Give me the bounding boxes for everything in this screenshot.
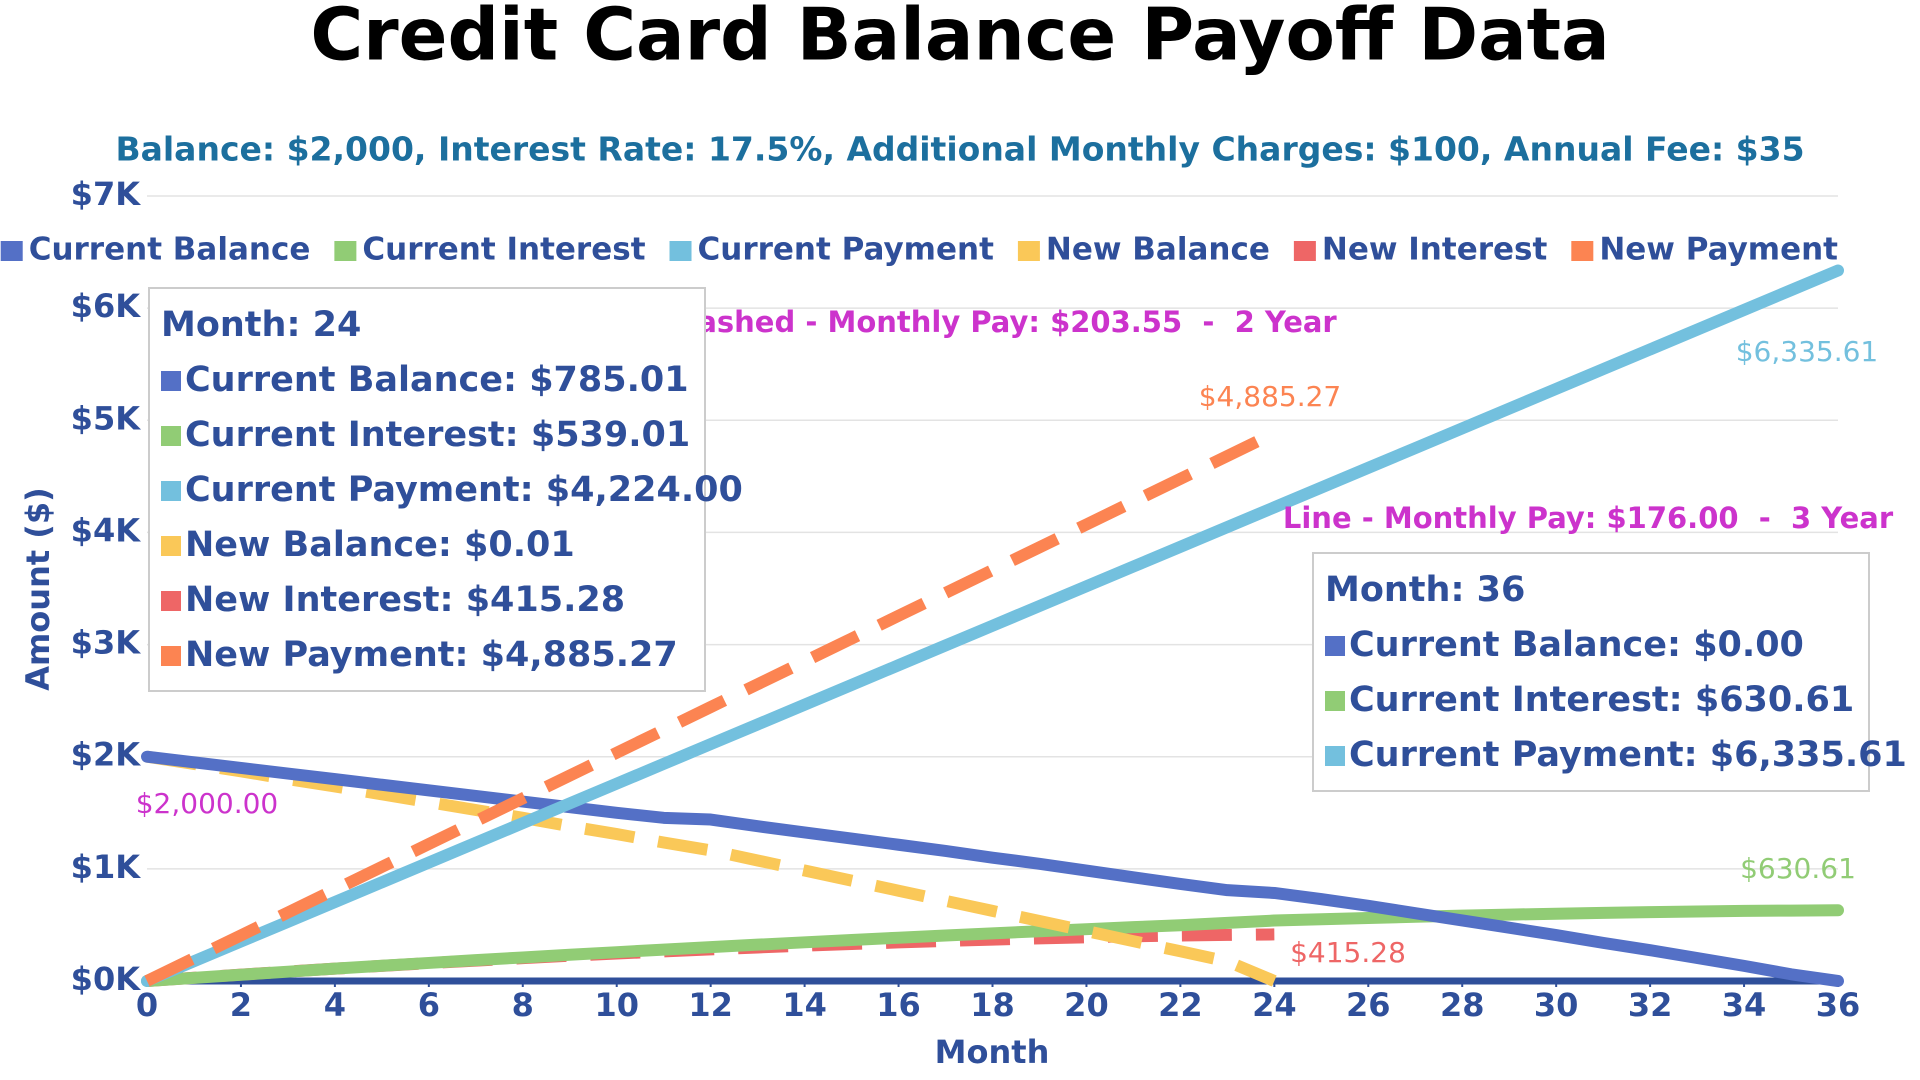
x-tick-label: 8: [512, 986, 534, 1024]
y-tick-label: $6K: [71, 287, 142, 325]
y-tick-label: $4K: [71, 511, 142, 549]
legend-swatch: [0, 241, 23, 261]
x-tick-label: 26: [1346, 986, 1391, 1024]
legend: Current Balance Current Interest Current P…: [0, 232, 1838, 268]
annotation: $415.28: [1290, 936, 1406, 969]
x-tick-label: 6: [418, 986, 440, 1024]
x-tick-label: 32: [1628, 986, 1673, 1024]
annotation: $4,885.27: [1199, 380, 1342, 413]
legend-label: Current Balance: [29, 232, 311, 268]
legend-label: New Interest: [1322, 232, 1548, 268]
tooltip-swatch: [1325, 636, 1345, 656]
x-tick-label: 34: [1722, 986, 1767, 1024]
annotation: Dashed - Monthly Pay: $203.55 - 2 Year: [673, 305, 1337, 339]
chart-subtitle: Balance: $2,000, Interest Rate: 17.5%, A…: [115, 130, 1804, 169]
x-tick-label: 10: [594, 986, 639, 1024]
legend-label: New Payment: [1599, 232, 1838, 268]
series-line: [144, 427, 1277, 987]
x-tick-label: 18: [970, 986, 1015, 1024]
y-tick-label: $5K: [71, 399, 142, 437]
legend-label: Current Interest: [362, 232, 645, 268]
tooltip-swatch: [161, 426, 181, 446]
series-line: [141, 904, 1844, 987]
x-tick-label: 12: [688, 986, 733, 1024]
tooltip-item: Current Balance: $0.00: [1349, 625, 1804, 665]
legend-swatch: [1571, 241, 1594, 261]
tooltip-title: Month: 36: [1325, 570, 1525, 610]
x-tick-label: 16: [876, 986, 921, 1024]
annotation: $6,335.61: [1736, 335, 1879, 368]
tooltip-box: [148, 287, 706, 692]
x-tick-label: 0: [136, 986, 158, 1024]
legend-swatch: [334, 241, 357, 261]
series-line: [141, 750, 1844, 987]
tooltip-swatch: [161, 481, 181, 501]
y-tick-label: $7K: [71, 175, 142, 213]
tooltip-box: [1312, 552, 1870, 792]
legend-label: Current Payment: [698, 232, 995, 268]
x-tick-label: 14: [782, 986, 827, 1024]
tooltip-item: Current Payment: $4,224.00: [185, 470, 743, 510]
y-tick-label: $3K: [71, 624, 142, 662]
tooltip-item: Current Balance: $785.01: [185, 360, 689, 400]
tooltip-item: Current Interest: $630.61: [1349, 680, 1854, 720]
tooltip-swatch: [1325, 691, 1345, 711]
x-tick-label: 20: [1064, 986, 1109, 1024]
legend-label: New Balance: [1046, 232, 1270, 268]
x-axis-label: Month: [935, 1033, 1050, 1071]
chart-title: Credit Card Balance Payoff Data: [310, 0, 1609, 77]
x-tick-label: 28: [1440, 986, 1485, 1024]
x-tick-label: 4: [324, 986, 346, 1024]
x-tick-label: 2: [230, 986, 252, 1024]
y-tick-label: $2K: [71, 736, 142, 774]
tooltip-item: New Payment: $4,885.27: [185, 635, 678, 675]
annotation: $630.61: [1740, 852, 1856, 885]
x-tick-label: 22: [1158, 986, 1203, 1024]
legend-swatch: [1293, 241, 1316, 261]
x-tick-label: 36: [1816, 986, 1861, 1024]
annotation: Line - Monthly Pay: $176.00 - 3 Year: [1283, 501, 1894, 535]
tooltip-item: New Balance: $0.01: [185, 525, 575, 565]
legend-swatch: [669, 241, 692, 261]
legend-swatch: [1017, 241, 1040, 261]
tooltip-item: Current Payment: $6,335.61: [1349, 735, 1907, 775]
annotation: $2,000.00: [136, 787, 279, 820]
tooltip-swatch: [161, 371, 181, 391]
tooltip-item: New Interest: $415.28: [185, 580, 625, 620]
y-tick-label: $1K: [71, 848, 142, 886]
x-tick-label: 30: [1534, 986, 1579, 1024]
tooltip-swatch: [161, 591, 181, 611]
tooltip-swatch: [161, 536, 181, 556]
tooltip-title: Month: 24: [161, 305, 361, 345]
tooltip-swatch: [1325, 746, 1345, 766]
series-line: [141, 264, 1844, 987]
x-tick-label: 24: [1252, 986, 1297, 1024]
tooltip-item: Current Interest: $539.01: [185, 415, 690, 455]
tooltip-swatch: [161, 646, 181, 666]
y-axis-label: Amount ($): [19, 487, 57, 691]
y-tick-label: $0K: [71, 960, 142, 998]
series-line: [146, 750, 1277, 987]
